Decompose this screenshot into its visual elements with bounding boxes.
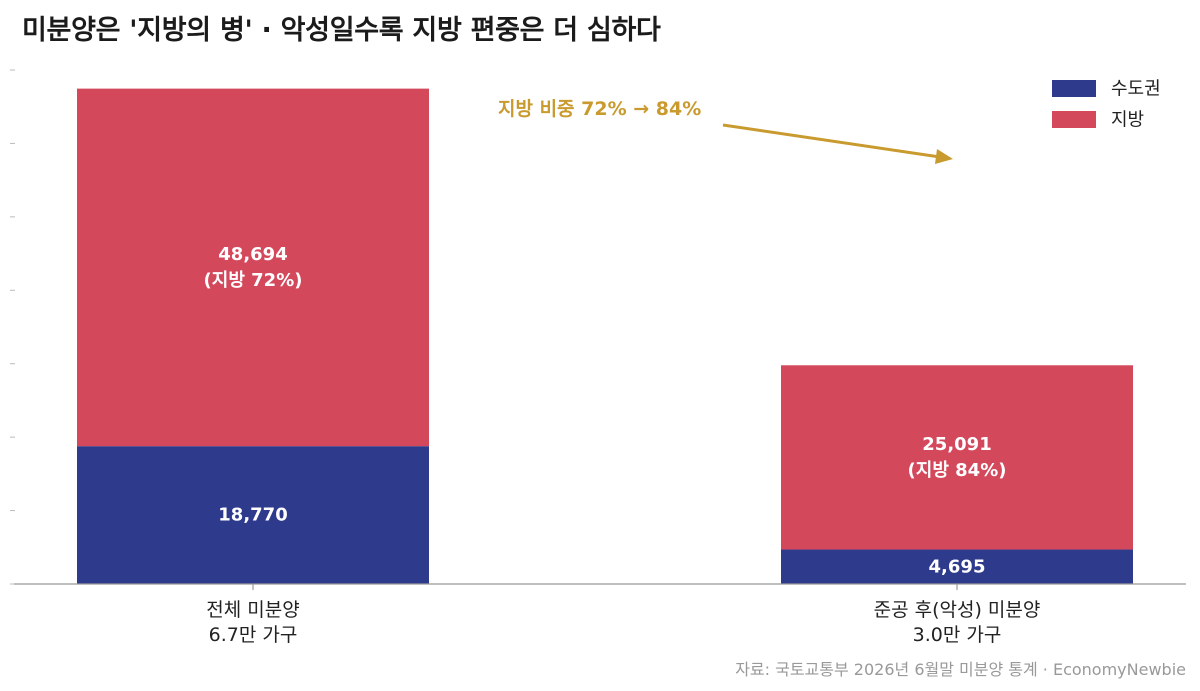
annotation-text: 지방 비중 72% → 84% — [498, 98, 701, 120]
x-tick-label: 3.0만 가구 — [913, 624, 1002, 646]
chart-title: 미분양은 '지방의 병' · 악성일수록 지방 편중은 더 심하다 — [22, 15, 661, 46]
data-label: 25,091 — [922, 434, 991, 455]
x-tick-label: 6.7만 가구 — [209, 624, 298, 646]
legend-label: 수도권 — [1111, 79, 1161, 100]
data-label: 48,694 — [218, 244, 287, 265]
bar-sudogwon — [781, 549, 1133, 584]
x-tick-label: 준공 후(악성) 미분양 — [874, 599, 1041, 621]
bar-sudogwon — [77, 446, 429, 584]
data-label: 4,695 — [929, 556, 986, 577]
annotation-arrow-line — [722, 123, 941, 159]
annotation-arrowhead — [935, 149, 953, 164]
legend-label: 지방 — [1111, 110, 1144, 131]
source-note: 자료: 국토교통부 2026년 6월말 미분양 통계 · EconomyNewb… — [735, 660, 1186, 679]
legend-swatch — [1052, 80, 1096, 97]
bar-jibang — [77, 88, 429, 447]
data-label: (지방 72%) — [204, 270, 303, 291]
x-tick-label: 전체 미분양 — [206, 599, 299, 621]
bar-jibang — [781, 365, 1133, 550]
data-label: 18,770 — [218, 505, 287, 526]
data-label: (지방 84%) — [908, 460, 1007, 481]
legend-swatch — [1052, 111, 1096, 128]
